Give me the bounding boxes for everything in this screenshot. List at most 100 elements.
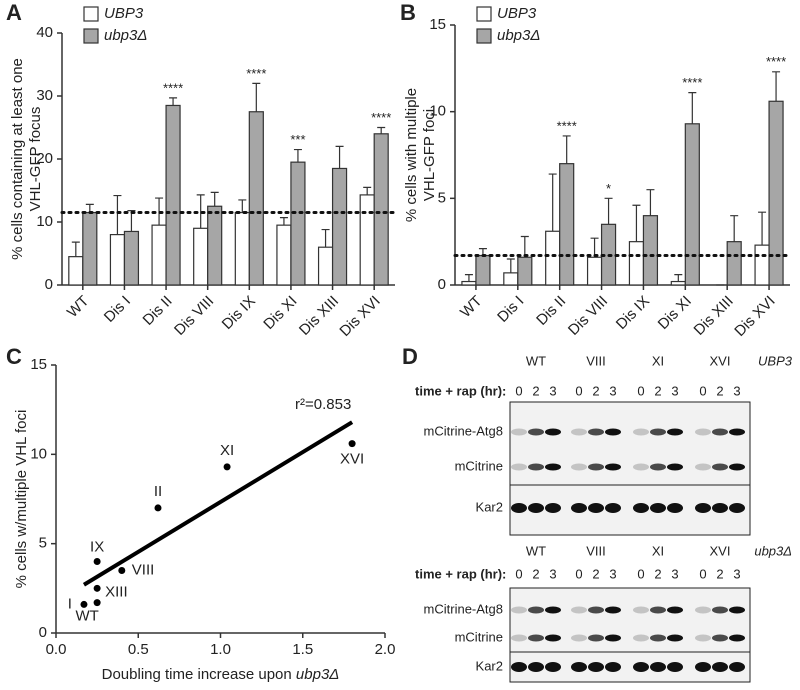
point [80, 600, 88, 608]
time-label: time + rap (hr): [415, 383, 506, 398]
band [712, 463, 728, 471]
point [118, 566, 126, 574]
bar [559, 163, 575, 286]
band [667, 634, 683, 642]
error-bar [688, 92, 697, 124]
time-point: 0 [637, 566, 644, 581]
x-tick-label: Dis XIII [296, 293, 342, 339]
band [588, 428, 604, 436]
x-axis-label: Doubling time increase upon ubp3Δ [102, 666, 340, 683]
band [511, 503, 527, 513]
band [511, 428, 527, 436]
bar [68, 256, 84, 286]
band [545, 503, 561, 513]
error-bar [674, 274, 683, 282]
bar [207, 205, 223, 286]
band [528, 634, 544, 642]
band [650, 662, 666, 672]
legend-swatch [83, 6, 99, 22]
error-bar [506, 258, 515, 273]
bar [642, 215, 659, 286]
x-tick-label: Dis IX [219, 293, 259, 333]
fit-line [82, 420, 354, 587]
y-tick-label: 0 [438, 276, 446, 293]
legend-swatch [476, 28, 492, 44]
error-bar [335, 145, 344, 169]
error-bar [464, 274, 473, 282]
bar [359, 194, 375, 286]
x-tick-label: WT [457, 293, 486, 322]
error-bar [548, 173, 557, 232]
band [528, 606, 544, 614]
point [154, 504, 162, 512]
error-bar [590, 237, 599, 258]
y-tick-label: 15 [30, 356, 47, 373]
lane-label: VIII [586, 353, 606, 368]
bar [754, 244, 770, 286]
row-label: mCitrine [455, 458, 503, 473]
panel-label: C [6, 344, 22, 369]
time-point: 0 [575, 566, 582, 581]
bar [276, 224, 292, 286]
bar [503, 272, 519, 286]
band [571, 503, 587, 513]
time-point: 0 [699, 383, 706, 398]
x-tick-label: Dis XIII [691, 293, 737, 339]
band [633, 463, 649, 471]
error-bar [210, 191, 219, 207]
band [571, 463, 587, 471]
band [545, 606, 561, 614]
band [712, 428, 728, 436]
band [605, 463, 621, 471]
band [633, 606, 649, 614]
row-label: mCitrine-Atg8 [424, 423, 503, 438]
band [545, 463, 561, 471]
band [712, 503, 728, 513]
bar [684, 123, 700, 286]
lane-label: WT [526, 543, 546, 558]
time-point: 3 [549, 383, 556, 398]
row-label: Kar2 [476, 499, 503, 514]
significance-label: **** [766, 54, 786, 69]
legend-label: UBP3 [104, 5, 144, 22]
time-point: 0 [515, 566, 522, 581]
bar [586, 256, 603, 286]
error-bar [169, 97, 178, 106]
band [633, 634, 649, 642]
point-label: XVI [340, 451, 364, 468]
error-bar [772, 71, 781, 102]
significance-label: **** [557, 118, 577, 133]
lane-label: VIII [586, 543, 606, 558]
strain-label: UBP3 [758, 353, 793, 368]
error-bar [604, 197, 613, 225]
error-bar [758, 211, 767, 246]
band [571, 634, 587, 642]
significance-label: *** [290, 132, 305, 147]
band [528, 428, 544, 436]
band [695, 634, 711, 642]
band [729, 606, 745, 614]
x-tick-label: Dis I [101, 293, 134, 326]
bar [109, 234, 126, 286]
band [712, 662, 728, 672]
band [712, 606, 728, 614]
time-point: 3 [671, 383, 678, 398]
bar [517, 256, 533, 286]
strain-label: ubp3Δ [754, 543, 792, 558]
y-axis-label: VHL-GFP focus [27, 107, 44, 212]
y-tick-label: 40 [36, 24, 53, 41]
band [605, 503, 621, 513]
error-bar [252, 82, 261, 112]
point [223, 463, 231, 471]
bar [123, 230, 140, 286]
point [93, 558, 101, 566]
error-bar [321, 228, 330, 248]
legend-label: UBP3 [497, 5, 537, 22]
band [511, 463, 527, 471]
row-label: Kar2 [476, 658, 503, 673]
x-tick-label: Dis IX [613, 293, 653, 333]
time-point: 2 [716, 566, 723, 581]
y-axis-label: % cells w/multiple VHL foci [13, 410, 30, 589]
x-tick-label: Dis VIII [565, 293, 611, 339]
